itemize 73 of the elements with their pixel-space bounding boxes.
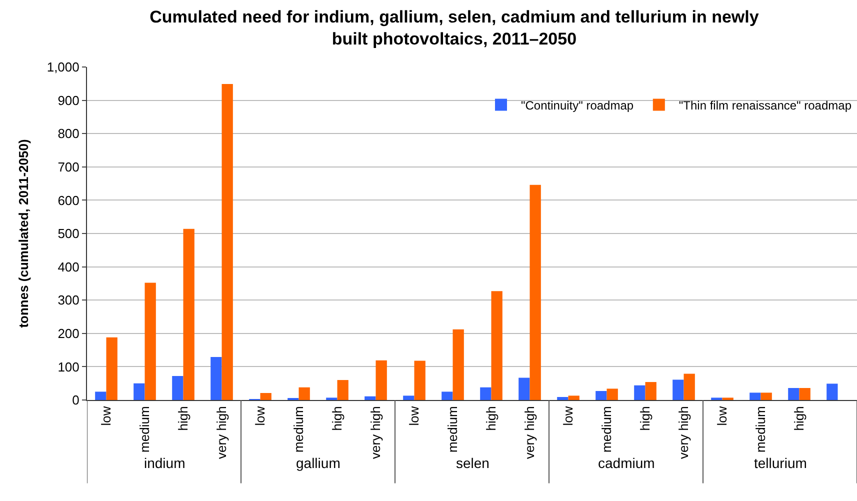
x-tick-label: low [560,406,576,426]
bar [442,392,453,400]
text: indium [144,455,186,471]
bar [634,385,646,400]
y-tick-label: 600 [58,192,80,208]
bar [518,378,530,400]
bar [491,291,502,400]
x-tick-label: medium [752,406,768,452]
x-tick-label: very high [368,406,383,459]
bar [106,337,118,400]
bar [452,329,464,400]
y-tick-label: 700 [58,159,80,174]
bar [557,397,568,400]
x-tick-label: high [791,406,806,431]
x-tick-label: medium [444,406,460,452]
text: selen [456,455,490,471]
x-tick-label: low [406,406,422,426]
y-tick-label: 0 [72,392,80,408]
y-tick-label: 1,000 [46,60,80,75]
x-tick-label: medium [598,406,614,452]
text: cadmium [598,455,655,471]
text: tellurium [754,455,807,471]
bar [645,382,656,400]
bar [337,380,348,400]
bar [826,384,838,400]
bar [183,228,194,400]
x-tick-label: high [329,406,344,431]
bar [376,360,387,400]
x-tick-label: very high [676,406,691,459]
y-tick-label: 400 [58,259,80,274]
bar [596,391,607,400]
bar [298,387,310,400]
bar [222,84,233,400]
y-tick-label: 500 [58,226,80,242]
bar [672,380,684,400]
y-axis-title: tonnes (cumulated, 2011-2050) [16,139,31,328]
bar [788,388,800,400]
x-tick-label: low [252,406,268,426]
y-tick-label: 900 [58,92,80,108]
bar [760,392,772,400]
x-tick-label: low [714,406,730,426]
bar [210,357,222,400]
x-tick-label: high [483,406,498,431]
x-tick-label: high [637,406,652,431]
bar [684,374,695,400]
bar [530,184,541,400]
bar [750,392,761,400]
bar [568,396,580,400]
text: gallium [296,455,340,471]
x-tick-label: medium [136,406,152,452]
x-tick-label: high [175,406,190,431]
bar [364,396,376,400]
y-tick-label: 800 [58,126,80,142]
bar [260,393,272,400]
bar [480,387,492,400]
bar [414,360,426,400]
x-tick-label: low [98,406,114,426]
bar [95,392,106,400]
chart-title: Cumulated need for indium, gallium, selen, cadmium and tellurium in newly built photovoltaics, 2011–2050 [150,8,760,49]
bar [144,282,156,400]
bar [606,388,618,400]
y-tick-label: 300 [58,292,80,308]
x-tick-label: very high [214,406,229,459]
bar [799,388,810,400]
legend-label: "Continuity" roadmap [521,98,634,112]
bar [172,376,184,400]
y-tick-label: 100 [58,359,80,374]
x-tick-label: medium [290,406,306,452]
legend-label: "Thin film renaissance" roadmap [678,98,852,112]
bar [134,383,145,400]
bar [403,396,414,400]
y-tick-label: 200 [58,326,80,341]
x-tick-label: very high [522,406,537,459]
